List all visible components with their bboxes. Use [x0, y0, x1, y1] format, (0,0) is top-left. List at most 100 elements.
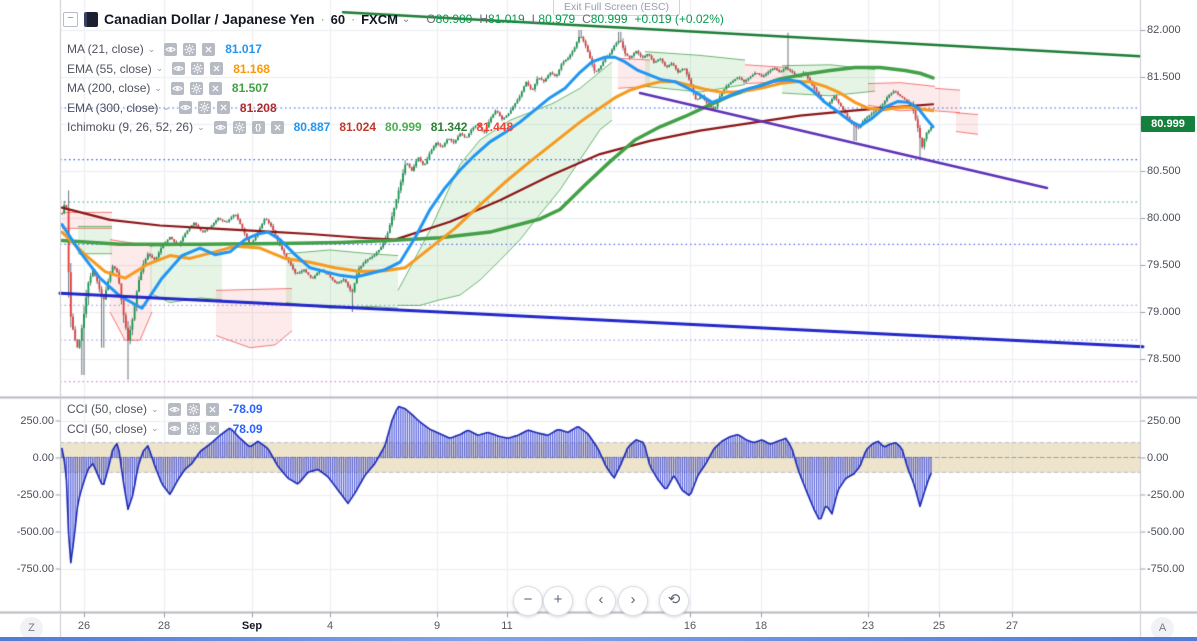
settings-gear-icon[interactable]: [189, 81, 203, 95]
time-axis-label: 28: [157, 620, 171, 632]
time-axis-label: 25: [932, 620, 946, 632]
chevron-down-icon[interactable]: ⌄: [197, 121, 205, 132]
high-label: H: [479, 12, 489, 26]
chevron-down-icon[interactable]: ⌄: [147, 43, 156, 54]
indicator-value: -78.09: [228, 402, 263, 416]
remove-icon[interactable]: [210, 62, 224, 75]
zoom-in-button[interactable]: +: [543, 586, 573, 616]
chevron-down-icon[interactable]: ⌄: [401, 13, 411, 25]
chevron-down-icon[interactable]: ⌄: [154, 82, 162, 93]
indicator-row[interactable]: EMA (55, close) ⌄ 81.168: [67, 61, 270, 77]
symbol-logo-icon: [84, 11, 98, 27]
time-axis-label: Sep: [241, 620, 263, 632]
visibility-icon[interactable]: [172, 62, 186, 75]
indicator-row[interactable]: CCI (50, close) ⌄ -78.09: [67, 401, 263, 417]
visibility-icon[interactable]: [167, 422, 181, 435]
time-axis-label: 9: [433, 620, 441, 632]
indicator-label: CCI (50, close): [67, 421, 148, 436]
separator-dot: ·: [351, 12, 356, 26]
remove-icon[interactable]: [216, 101, 230, 114]
remove-icon[interactable]: [205, 422, 219, 435]
scroll-left-button[interactable]: ‹: [586, 586, 616, 616]
cci-axis-label: -750.00: [1147, 562, 1185, 575]
visibility-icon[interactable]: [164, 42, 178, 56]
indicator-value: 81.168: [233, 61, 270, 76]
price-axis-label: 80.500: [1147, 165, 1181, 177]
low-value: 80.979: [538, 12, 576, 26]
chevron-down-icon[interactable]: ⌄: [151, 403, 159, 414]
visibility-icon[interactable]: [170, 81, 184, 95]
chevron-down-icon[interactable]: ⌄: [151, 423, 159, 433]
exchange-label[interactable]: FXCM: [361, 11, 398, 27]
indicator-label: EMA (300, close): [67, 100, 159, 115]
indicator-value: 80.999: [385, 120, 422, 134]
indicator-value: -78.09: [228, 421, 263, 436]
indicator-label: Ichimoku (9, 26, 52, 26): [67, 120, 194, 134]
remove-icon[interactable]: [208, 81, 222, 95]
time-axis-label: 26: [77, 620, 91, 632]
visibility-icon[interactable]: [213, 120, 227, 134]
indicator-value: 81.017: [225, 42, 262, 56]
cci-axis-label: -250.00: [1147, 488, 1185, 501]
indicator-value: 81.208: [239, 100, 277, 115]
visibility-icon[interactable]: [167, 402, 181, 416]
price-axis-label: 78.500: [1147, 353, 1181, 365]
indicator-value: 80.887: [293, 120, 331, 134]
indicator-row[interactable]: CCI (50, close) ⌄ -78.09: [67, 421, 263, 437]
zoom-out-button[interactable]: −: [513, 586, 543, 616]
symbol-header: − Canadian Dollar / Japanese Yen · 60 · …: [63, 11, 724, 27]
settings-gear-icon[interactable]: [186, 422, 200, 435]
indicator-value: 81.448: [476, 120, 514, 134]
indicator-row[interactable]: EMA (300, close) ⌄ 81.208: [67, 100, 277, 116]
exit-fullscreen-tooltip: Exit Full Screen (ESC): [553, 0, 681, 16]
open-value: 80.980: [435, 12, 473, 26]
time-axis-label: 18: [754, 620, 768, 632]
symbol-title[interactable]: Canadian Dollar / Japanese Yen: [104, 11, 315, 27]
change-value: +0.019 (+0.02%): [634, 12, 724, 26]
price-axis-label: 79.000: [1147, 306, 1181, 318]
time-axis-label: 23: [861, 620, 875, 632]
cci-axis-label: 0.00: [32, 451, 54, 464]
chevron-down-icon[interactable]: ⌄: [162, 102, 170, 112]
settings-gear-icon[interactable]: [232, 120, 246, 134]
scroll-right-button[interactable]: ›: [618, 586, 648, 616]
cci-axis-label: 250.00: [1147, 414, 1181, 427]
low-label: L: [531, 12, 539, 26]
remove-icon[interactable]: [205, 402, 219, 416]
indicator-label: MA (200, close): [67, 81, 151, 95]
visibility-icon[interactable]: [178, 101, 192, 114]
auto-scale-badge[interactable]: A: [1151, 617, 1174, 640]
source-code-button[interactable]: {}: [251, 120, 265, 134]
remove-icon[interactable]: [270, 120, 284, 134]
interval-label[interactable]: 60: [330, 11, 346, 27]
timezone-badge[interactable]: Z: [20, 617, 43, 640]
indicator-row[interactable]: MA (200, close) ⌄ 81.507: [67, 80, 269, 96]
cci-axis-label: -750.00: [16, 562, 54, 575]
indicator-row[interactable]: Ichimoku (9, 26, 52, 26) ⌄ {} 80.887 81.024 8…: [67, 119, 513, 135]
ohlc-readout: O80.980 H81.019 L80.979 C80.999 +0.019 (…: [426, 12, 724, 26]
indicator-value: 81.024: [339, 120, 377, 134]
chevron-down-icon[interactable]: ⌄: [155, 63, 164, 73]
reset-view-button[interactable]: ⟲: [659, 586, 689, 616]
collapse-pane-button[interactable]: −: [63, 11, 78, 27]
cci-axis-label: -500.00: [1147, 525, 1185, 538]
settings-gear-icon[interactable]: [197, 101, 211, 114]
cci-axis-label: -500.00: [16, 525, 54, 538]
close-label: C: [582, 12, 591, 26]
settings-gear-icon[interactable]: [191, 62, 205, 75]
footer-strip: [0, 637, 1197, 641]
close-value: 80.999: [590, 12, 628, 26]
high-value: 81.019: [488, 12, 525, 26]
settings-gear-icon[interactable]: [183, 42, 197, 56]
settings-gear-icon[interactable]: [186, 402, 200, 416]
separator-dot: ·: [320, 12, 325, 26]
remove-icon[interactable]: [202, 42, 216, 56]
time-axis-label: 4: [326, 620, 334, 632]
price-axis-label: 80.000: [1147, 212, 1181, 224]
price-axis-label: 82.000: [1147, 24, 1181, 36]
cci-axis-label: -250.00: [16, 488, 54, 501]
indicator-row[interactable]: MA (21, close) ⌄ 81.017: [67, 41, 262, 57]
time-axis-label: 16: [683, 620, 697, 632]
cci-axis-label: 0.00: [1147, 451, 1169, 464]
